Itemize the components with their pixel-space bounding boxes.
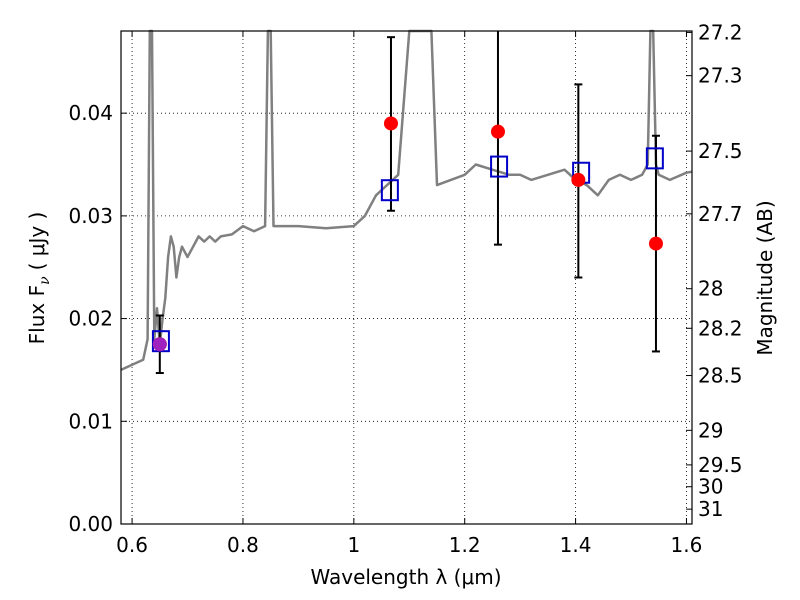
y2-tick-label: 29.5	[698, 453, 743, 477]
y-axis-title: Flux Fν ( μJy )	[25, 212, 53, 345]
y2-tick-label: 28.2	[698, 316, 743, 340]
observed-photometry-point	[571, 172, 586, 187]
y-tick-label: 0.03	[68, 204, 113, 228]
errorbar-layer	[155, 31, 660, 375]
model-photometry-point	[380, 179, 399, 202]
overlap-photometry-point	[152, 337, 167, 352]
y2-axis-title: Magnitude (AB)	[753, 200, 777, 355]
y2-tick-label: 27.7	[698, 202, 743, 226]
point-layer	[151, 116, 664, 353]
y2-tick-label: 28.5	[698, 364, 743, 388]
y2-axis-title-group: Magnitude (AB)	[753, 200, 777, 355]
y2-tick-label: 27.5	[698, 139, 743, 163]
y-tick-label: 0.00	[68, 512, 113, 536]
y2-tick-label: 31	[698, 497, 723, 521]
x-tick-label: 0.6	[116, 533, 148, 557]
x-tick-label: 1.6	[671, 533, 703, 557]
y-tick-label: 0.01	[68, 409, 113, 433]
observed-photometry-point	[490, 124, 505, 139]
y-axis-title-group: Flux Fν ( μJy )	[25, 212, 53, 345]
observed-photometry-point	[383, 116, 398, 131]
y2-tick-label: 27.2	[698, 20, 743, 44]
model-photometry-point	[151, 330, 170, 353]
y2-tick-label: 29	[698, 418, 723, 442]
model-photometry-point	[490, 155, 509, 178]
y-axis-title-units: ( μJy )	[25, 212, 49, 271]
y2-tick-label: 30	[698, 475, 723, 499]
y-tick-label: 0.02	[68, 307, 113, 331]
x-axis-title: Wavelength λ (μm)	[310, 565, 501, 589]
spectrum-line	[120, 29, 693, 372]
observed-photometry-point	[648, 236, 663, 251]
plot-frame	[120, 30, 693, 525]
grid-layer	[121, 31, 692, 525]
tick-layer: 0.6 0.8 1 1.2 1.4 1.6 0.00 0.01 0.02 0.03 0.04 27.2…	[68, 20, 742, 557]
y2-tick-label: 27.3	[698, 64, 743, 88]
model-photometry-point	[645, 147, 664, 170]
y-axis-title-subscript: ν	[37, 276, 53, 285]
y-tick-label: 0.04	[68, 101, 113, 125]
x-tick-label: 1.2	[449, 533, 481, 557]
spectrum-layer	[120, 29, 693, 372]
x-tick-label: 1.4	[560, 533, 592, 557]
x-tick-label: 1	[347, 533, 360, 557]
y-axis-title-text: Flux F	[25, 285, 49, 344]
x-tick-label: 0.8	[227, 533, 259, 557]
y2-tick-label: 28	[698, 277, 723, 301]
